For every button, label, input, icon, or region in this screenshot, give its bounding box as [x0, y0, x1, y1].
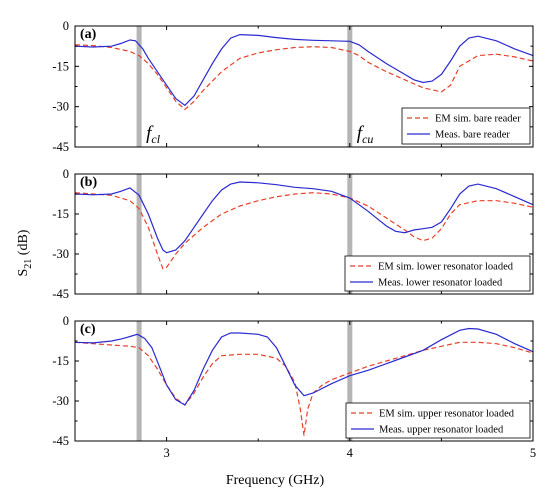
y-tick-label: -30: [52, 394, 69, 408]
y-tick-label: -15: [52, 207, 69, 221]
y-tick-label: -30: [52, 247, 69, 261]
panel-label: (b): [80, 175, 97, 190]
y-tick-label: 0: [63, 167, 69, 181]
panels: -45 -30 -15 0 (a) EM sim. bare reader Meas. ba…: [52, 19, 536, 460]
marker-band-upper: [347, 174, 353, 294]
y-tick-label: -15: [52, 354, 69, 368]
legend: [401, 107, 531, 145]
meas-series-line: [74, 327, 534, 406]
panel-c: -45 -30 -15 0 3 4 5 (c) EM sim. upper resonator …: [52, 314, 536, 460]
y-axis-label-unit: (dB): [16, 229, 31, 259]
meas-series-line: [74, 181, 534, 254]
y-axis-label-subscript: 21: [23, 259, 34, 269]
x-tick-label: 3: [163, 446, 169, 460]
legend-entry: Meas. upper resonator loaded: [379, 425, 504, 436]
marker-band-lower: [136, 26, 142, 147]
x-tick-label: 4: [347, 446, 354, 460]
y-tick-label: -45: [52, 287, 69, 301]
marker-band-upper: [347, 26, 353, 147]
sim-series-line: [74, 341, 534, 436]
y-tick-label: -15: [52, 59, 69, 73]
panel-b: -45 -30 -15 0 (b) EM sim. lower resonator loa…: [52, 167, 534, 301]
x-tick-label: 5: [530, 446, 536, 460]
marker-band-lower: [136, 321, 142, 441]
y-tick-label: 0: [63, 314, 69, 328]
marker-band-lower: [136, 174, 142, 294]
sim-series-line: [74, 44, 534, 111]
legend-entry: EM sim. upper resonator loaded: [379, 409, 515, 420]
legend-entry: EM sim. bare reader: [435, 114, 521, 125]
meas-series-line: [74, 33, 534, 107]
y-tick-label: -30: [52, 100, 69, 114]
legend-entry: Meas. lower resonator loaded: [378, 278, 503, 289]
y-tick-label: -45: [52, 434, 69, 448]
panel-label: (c): [80, 322, 96, 337]
x-axis-label: Frequency (GHz): [226, 473, 325, 488]
sim-series-line: [74, 192, 534, 270]
y-axis-label: S21 (dB): [16, 229, 34, 276]
legend-entry: EM sim. lower resonator loaded: [378, 262, 514, 273]
y-tick-label: -45: [52, 140, 69, 154]
legend: [344, 255, 531, 292]
legend-entry: Meas. bare reader: [435, 130, 510, 141]
legend: [345, 402, 531, 439]
marker-label-upper: fcu: [357, 123, 374, 146]
marker-band-upper: [347, 321, 353, 441]
panel-label: (a): [80, 27, 97, 42]
panel-a: -45 -30 -15 0 (a) EM sim. bare reader Meas. ba…: [52, 19, 534, 154]
marker-label-lower: fcl: [146, 123, 161, 146]
y-tick-label: 0: [63, 19, 69, 33]
